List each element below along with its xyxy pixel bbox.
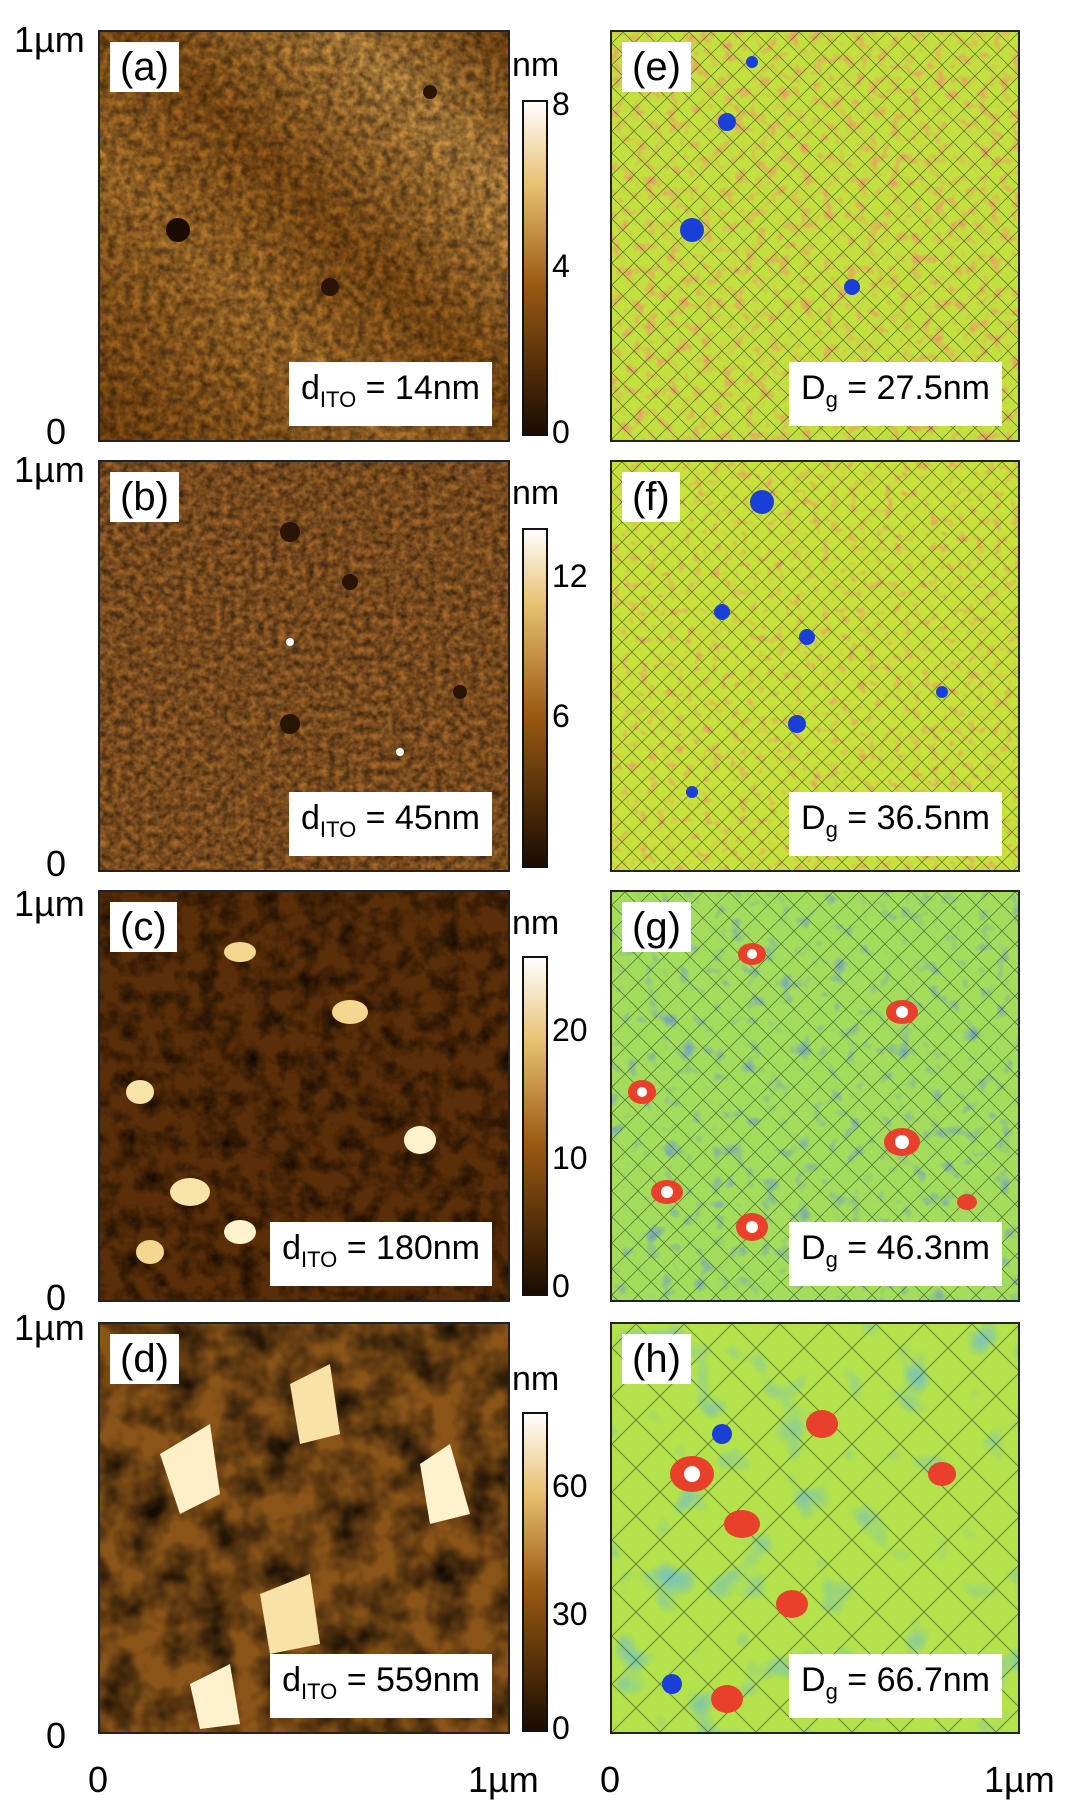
colorbar-unit-b: nm bbox=[512, 474, 560, 512]
x-axis-left-label-height: 0 bbox=[88, 1759, 109, 1800]
colorbar-tick-a-max: 8 bbox=[552, 86, 570, 122]
panel-letter-c: (c) bbox=[110, 902, 177, 952]
d-subscript: ITO bbox=[301, 1247, 338, 1272]
d-subscript: ITO bbox=[319, 817, 357, 842]
dg-symbol: D bbox=[801, 369, 826, 407]
panel-letter-b: (b) bbox=[110, 472, 179, 522]
grain-map-h: (h) Dg = 66.7nm bbox=[610, 1322, 1020, 1734]
height-map-image bbox=[100, 32, 508, 440]
panel-letter-a: (a) bbox=[110, 42, 179, 92]
colorbar-unit-d: nm bbox=[512, 1360, 560, 1398]
d-value: = 559nm bbox=[337, 1661, 480, 1699]
ito-thickness-label-a: dITO = 14nm bbox=[289, 362, 492, 426]
d-symbol: d bbox=[282, 1661, 302, 1699]
dg-value: = 36.5nm bbox=[837, 799, 990, 837]
d-symbol: d bbox=[301, 369, 320, 407]
panel-letter-f: (f) bbox=[622, 472, 680, 522]
colorbar-unit-a: nm bbox=[512, 46, 560, 84]
colorbar-tick-c-min: 0 bbox=[552, 1268, 570, 1304]
grain-diameter-label-e: Dg = 27.5nm bbox=[789, 362, 1002, 426]
y-axis-bottom-label: 0 bbox=[46, 1277, 67, 1318]
afm-height-map-c: (c) dITO = 180nm bbox=[98, 890, 510, 1302]
colorbar-tick-d-max: 60 bbox=[552, 1468, 588, 1504]
y-axis-top-label: 1µm bbox=[14, 19, 85, 60]
d-value: = 45nm bbox=[356, 799, 480, 837]
y-axis-bottom-label: 0 bbox=[46, 1715, 67, 1756]
dg-subscript: g bbox=[825, 1679, 838, 1704]
colorbar-unit-c: nm bbox=[512, 904, 560, 942]
panel-letter-e: (e) bbox=[622, 42, 691, 92]
d-symbol: d bbox=[301, 799, 320, 837]
colorbar-tick-d-mid: 30 bbox=[552, 1596, 588, 1632]
grain-map-f: (f) Dg = 36.5nm bbox=[610, 460, 1020, 872]
dg-value: = 27.5nm bbox=[837, 369, 990, 407]
d-value: = 180nm bbox=[337, 1229, 480, 1267]
y-axis-top-label: 1µm bbox=[14, 1307, 85, 1348]
y-axis-bottom-label: 0 bbox=[46, 411, 67, 452]
x-axis-right-label-grain: 1µm bbox=[984, 1759, 1055, 1800]
dg-symbol: D bbox=[801, 1661, 826, 1699]
dg-symbol: D bbox=[801, 799, 826, 837]
d-value: = 14nm bbox=[356, 369, 480, 407]
ito-thickness-label-d: dITO = 559nm bbox=[270, 1654, 492, 1718]
grain-diameter-label-g: Dg = 46.3nm bbox=[789, 1222, 1002, 1286]
dg-symbol: D bbox=[801, 1229, 826, 1267]
x-axis-right-label-height: 1µm bbox=[468, 1759, 539, 1800]
afm-height-map-a: (a) dITO = 14nm bbox=[98, 30, 510, 442]
ito-thickness-label-c: dITO = 180nm bbox=[270, 1222, 492, 1286]
y-axis-bottom-label: 0 bbox=[46, 843, 67, 884]
y-axis-top-label: 1µm bbox=[14, 449, 85, 490]
colorbar-tick-a-min: 0 bbox=[552, 414, 570, 450]
colorbar-d bbox=[522, 1412, 548, 1732]
panel-letter-h: (h) bbox=[622, 1334, 691, 1384]
colorbar-c bbox=[522, 956, 548, 1296]
y-axis-top-label: 1µm bbox=[14, 883, 85, 924]
ito-thickness-label-b: dITO = 45nm bbox=[289, 792, 492, 856]
afm-height-map-d: (d) dITO = 559nm bbox=[98, 1322, 510, 1734]
panel-letter-d: (d) bbox=[110, 1334, 179, 1384]
colorbar-tick-c-max: 20 bbox=[552, 1012, 588, 1048]
colorbar-tick-d-min: 0 bbox=[552, 1710, 570, 1746]
dg-subscript: g bbox=[825, 387, 838, 412]
dg-subscript: g bbox=[825, 817, 838, 842]
x-axis-left-label-grain: 0 bbox=[600, 1759, 621, 1800]
colorbar-b bbox=[522, 528, 548, 868]
grain-diameter-label-h: Dg = 66.7nm bbox=[789, 1654, 1002, 1718]
grain-map-g: (g) Dg = 46.3nm bbox=[610, 890, 1020, 1302]
d-subscript: ITO bbox=[301, 1679, 338, 1704]
colorbar-tick-a-mid: 4 bbox=[552, 248, 570, 284]
dg-value: = 66.7nm bbox=[837, 1661, 990, 1699]
grain-diameter-label-f: Dg = 36.5nm bbox=[789, 792, 1002, 856]
colorbar-a bbox=[522, 100, 548, 436]
grain-map-e: (e) Dg = 27.5nm bbox=[610, 30, 1020, 442]
afm-height-map-b: (b) dITO = 45nm bbox=[98, 460, 510, 872]
dg-value: = 46.3nm bbox=[837, 1229, 990, 1267]
colorbar-tick-b-mid: 6 bbox=[552, 698, 570, 734]
d-subscript: ITO bbox=[319, 387, 357, 412]
panel-letter-g: (g) bbox=[622, 902, 691, 952]
colorbar-tick-c-mid: 10 bbox=[552, 1140, 588, 1176]
d-symbol: d bbox=[282, 1229, 302, 1267]
colorbar-tick-b-max: 12 bbox=[552, 558, 588, 594]
dg-subscript: g bbox=[825, 1247, 838, 1272]
